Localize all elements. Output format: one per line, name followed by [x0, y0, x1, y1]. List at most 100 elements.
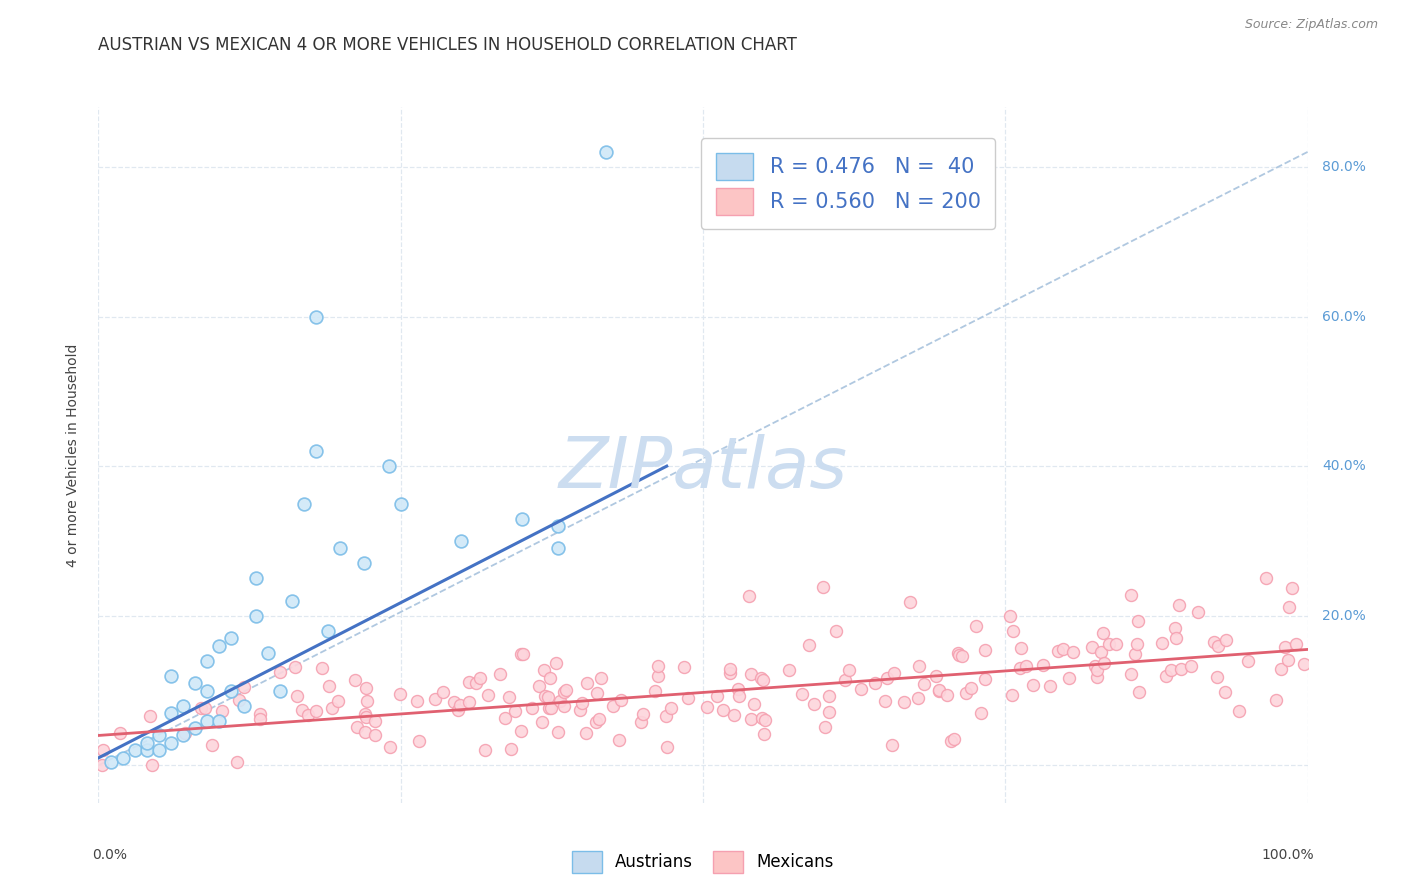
Point — [544, 656, 567, 670]
Point — [195, 683, 218, 698]
Point — [974, 672, 997, 686]
Point — [503, 705, 526, 719]
Point — [928, 682, 950, 697]
Point — [908, 659, 931, 673]
Point — [547, 725, 569, 739]
Point — [141, 757, 163, 772]
Point — [93, 743, 115, 757]
Point — [1180, 659, 1202, 673]
Point — [108, 725, 131, 739]
Point — [1170, 662, 1192, 676]
Point — [447, 703, 470, 717]
Point — [718, 666, 741, 681]
Point — [208, 714, 231, 728]
Point — [1213, 684, 1236, 698]
Point — [388, 687, 411, 701]
Point — [184, 721, 207, 735]
Point — [1092, 657, 1115, 671]
Point — [1123, 647, 1146, 661]
Point — [356, 694, 378, 708]
Point — [939, 734, 962, 748]
Point — [948, 648, 970, 663]
Point — [245, 608, 267, 623]
Point — [249, 713, 271, 727]
Point — [537, 700, 560, 714]
Point — [1128, 685, 1150, 699]
Point — [249, 707, 271, 722]
Point — [633, 706, 655, 721]
Point — [297, 708, 319, 723]
Point — [907, 690, 929, 705]
Point — [547, 541, 569, 556]
Point — [389, 497, 412, 511]
Point — [960, 681, 983, 695]
Point — [540, 700, 562, 714]
Point — [811, 580, 834, 594]
Point — [876, 671, 898, 685]
Legend: R = 0.476   N =  40, R = 0.560   N = 200: R = 0.476 N = 40, R = 0.560 N = 200 — [702, 138, 995, 229]
Point — [817, 689, 839, 703]
Point — [305, 444, 328, 458]
Point — [474, 743, 496, 757]
Point — [509, 723, 531, 738]
Point — [284, 660, 307, 674]
Point — [1119, 666, 1142, 681]
Text: Source: ZipAtlas.com: Source: ZipAtlas.com — [1244, 18, 1378, 31]
Legend: Austrians, Mexicans: Austrians, Mexicans — [565, 845, 841, 880]
Point — [538, 671, 561, 685]
Point — [221, 683, 243, 698]
Point — [1227, 704, 1250, 718]
Point — [509, 648, 531, 662]
Point — [316, 624, 339, 638]
Point — [1126, 637, 1149, 651]
Point — [173, 726, 195, 740]
Point — [281, 594, 304, 608]
Point — [195, 654, 218, 668]
Point — [148, 743, 170, 757]
Point — [1150, 636, 1173, 650]
Point — [548, 694, 571, 708]
Point — [91, 757, 114, 772]
Point — [655, 739, 678, 754]
Point — [305, 704, 328, 718]
Point — [256, 646, 278, 660]
Point — [740, 712, 762, 726]
Point — [607, 733, 630, 747]
Point — [172, 698, 194, 713]
Point — [925, 669, 948, 683]
Point — [711, 703, 734, 717]
Point — [553, 685, 575, 699]
Point — [512, 648, 534, 662]
Point — [465, 676, 488, 690]
Point — [586, 686, 609, 700]
Text: 100.0%: 100.0% — [1261, 848, 1313, 862]
Point — [135, 736, 157, 750]
Point — [148, 729, 170, 743]
Point — [1038, 679, 1060, 693]
Point — [377, 459, 399, 474]
Point — [124, 743, 146, 757]
Point — [661, 701, 683, 715]
Point — [1278, 600, 1301, 615]
Point — [1001, 688, 1024, 702]
Point — [1292, 657, 1315, 672]
Point — [450, 533, 472, 548]
Point — [354, 710, 377, 724]
Point — [449, 698, 471, 712]
Point — [547, 519, 569, 533]
Point — [655, 709, 678, 723]
Point — [880, 739, 903, 753]
Point — [838, 663, 860, 677]
Point — [1010, 640, 1032, 655]
Point — [353, 557, 375, 571]
Point — [443, 695, 465, 709]
Y-axis label: 4 or more Vehicles in Household: 4 or more Vehicles in Household — [66, 343, 80, 566]
Point — [233, 680, 256, 694]
Point — [423, 692, 446, 706]
Point — [232, 698, 254, 713]
Point — [678, 691, 700, 706]
Point — [499, 741, 522, 756]
Point — [1081, 640, 1104, 654]
Point — [1187, 605, 1209, 619]
Point — [1057, 672, 1080, 686]
